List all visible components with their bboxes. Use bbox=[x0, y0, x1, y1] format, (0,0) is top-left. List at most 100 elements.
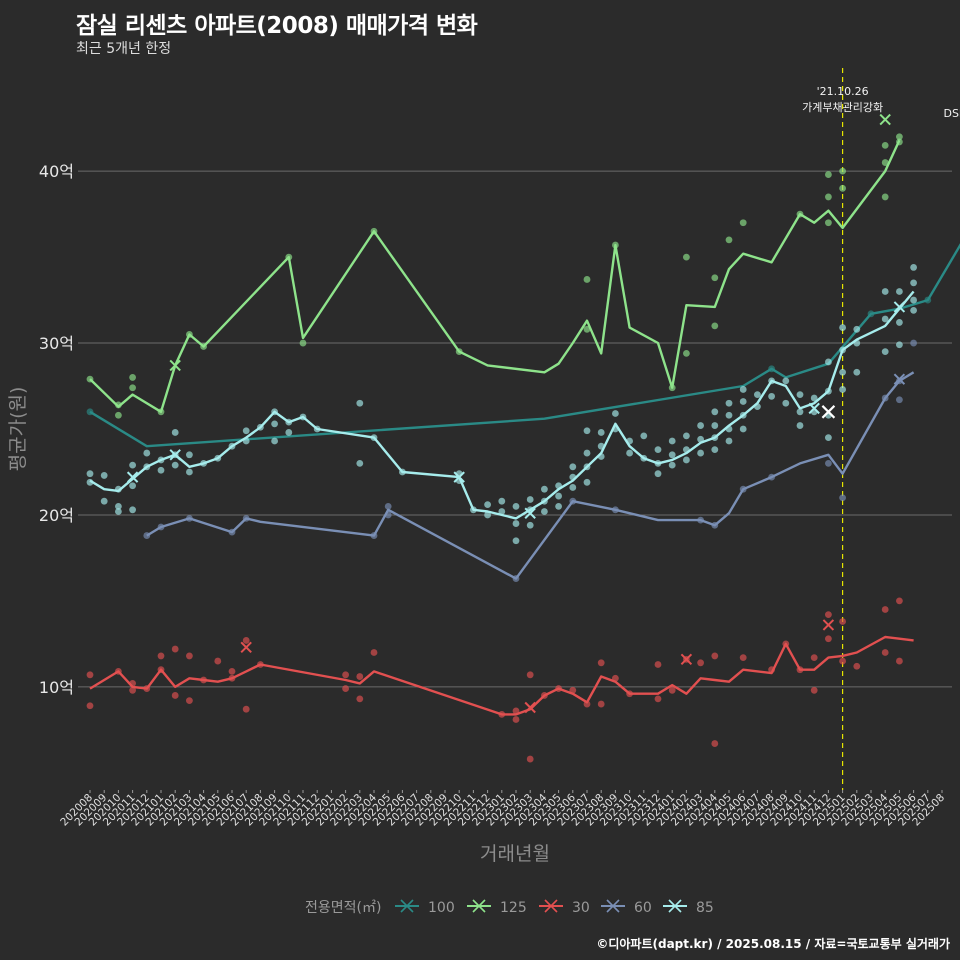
data-point-85 bbox=[881, 315, 889, 323]
data-point-30 bbox=[810, 686, 818, 694]
data-point-125 bbox=[881, 193, 889, 201]
data-point-85 bbox=[271, 420, 278, 428]
event-label: '21.10.26 bbox=[817, 85, 869, 98]
legend-label-30: 30 bbox=[572, 900, 590, 916]
data-point-85 bbox=[512, 537, 520, 545]
data-point-30 bbox=[896, 597, 903, 605]
data-point-60 bbox=[896, 396, 903, 404]
data-point-125 bbox=[825, 193, 832, 201]
cross-mark-30 bbox=[524, 701, 536, 714]
x-axis-title: 거래년월 bbox=[480, 843, 550, 865]
cross-mark-85 bbox=[893, 301, 906, 313]
data-point-85 bbox=[881, 348, 889, 356]
data-point-85 bbox=[555, 492, 562, 500]
data-point-85 bbox=[640, 432, 648, 440]
data-point-85 bbox=[725, 437, 733, 445]
cross-mark-85 bbox=[524, 507, 536, 519]
data-point-85 bbox=[881, 288, 889, 295]
data-point-85 bbox=[654, 470, 662, 478]
data-point-85 bbox=[583, 478, 591, 486]
data-point-30 bbox=[711, 652, 719, 660]
data-point-30 bbox=[825, 611, 832, 619]
data-point-85 bbox=[271, 437, 278, 445]
data-point-85 bbox=[711, 408, 719, 416]
cross-mark-85 bbox=[453, 471, 465, 483]
data-point-30 bbox=[839, 657, 846, 665]
data-point-30 bbox=[825, 635, 832, 643]
data-point-30 bbox=[896, 657, 903, 665]
data-point-85 bbox=[484, 511, 491, 519]
data-point-85 bbox=[839, 386, 846, 393]
data-point-85 bbox=[910, 306, 917, 314]
event-label: DSR 3단계 bbox=[943, 107, 960, 120]
data-point-30 bbox=[597, 700, 605, 708]
data-point-85 bbox=[86, 470, 94, 478]
data-point-60 bbox=[825, 459, 832, 467]
highlight-cross-mark bbox=[821, 405, 836, 419]
data-point-125 bbox=[881, 141, 889, 149]
data-point-85 bbox=[782, 377, 790, 385]
legend-swatch-cross-100 bbox=[400, 899, 414, 913]
data-point-30 bbox=[171, 645, 179, 653]
data-point-85 bbox=[853, 325, 861, 333]
data-point-85 bbox=[285, 429, 293, 436]
data-point-30 bbox=[86, 671, 94, 679]
data-point-85 bbox=[796, 408, 804, 416]
data-point-125 bbox=[825, 171, 832, 178]
data-point-85 bbox=[100, 497, 108, 505]
data-point-85 bbox=[356, 399, 364, 407]
data-point-85 bbox=[810, 394, 818, 402]
data-point-85 bbox=[668, 437, 676, 445]
data-point-30 bbox=[739, 654, 747, 662]
data-point-85 bbox=[711, 422, 719, 429]
data-point-85 bbox=[654, 446, 662, 454]
data-point-30 bbox=[526, 671, 534, 679]
data-point-85 bbox=[186, 451, 193, 459]
data-point-85 bbox=[583, 449, 591, 457]
data-point-85 bbox=[668, 461, 676, 469]
data-point-85 bbox=[555, 502, 562, 510]
data-point-85 bbox=[697, 422, 704, 429]
data-point-125 bbox=[881, 159, 889, 166]
event-label: 가계부채관리강화 bbox=[802, 101, 883, 114]
data-point-85 bbox=[910, 279, 917, 287]
data-point-85 bbox=[612, 410, 619, 417]
data-point-30 bbox=[512, 716, 520, 723]
legend-label-85: 85 bbox=[696, 900, 714, 916]
data-point-30 bbox=[171, 692, 179, 699]
data-point-85 bbox=[115, 508, 122, 515]
data-point-30 bbox=[342, 685, 349, 692]
data-point-125 bbox=[299, 339, 307, 347]
data-point-30 bbox=[711, 740, 719, 747]
data-point-30 bbox=[157, 652, 165, 660]
data-point-85 bbox=[541, 508, 548, 515]
series-line-30 bbox=[89, 635, 914, 716]
data-point-30 bbox=[242, 637, 250, 644]
data-point-85 bbox=[839, 368, 846, 376]
data-point-30 bbox=[370, 649, 378, 656]
data-point-125 bbox=[839, 184, 846, 192]
data-point-85 bbox=[171, 461, 179, 469]
data-point-85 bbox=[910, 296, 917, 304]
legend-label-125: 125 bbox=[500, 900, 527, 916]
data-point-125 bbox=[583, 276, 591, 283]
cross-mark-30 bbox=[240, 641, 252, 654]
data-point-85 bbox=[825, 434, 832, 441]
y-tick-label: 30억 bbox=[39, 334, 74, 353]
data-point-30 bbox=[668, 686, 676, 694]
data-point-85 bbox=[484, 501, 491, 509]
data-point-85 bbox=[796, 422, 804, 429]
series-line-85 bbox=[89, 290, 915, 520]
cross-mark-125 bbox=[879, 113, 891, 126]
data-point-60 bbox=[910, 339, 917, 347]
data-point-85 bbox=[356, 459, 364, 467]
data-point-125 bbox=[683, 253, 690, 261]
data-point-30 bbox=[186, 652, 193, 660]
data-point-85 bbox=[896, 341, 903, 349]
data-point-30 bbox=[881, 606, 889, 613]
data-point-85 bbox=[768, 392, 775, 400]
series-line-100 bbox=[89, 243, 960, 448]
data-point-85 bbox=[100, 472, 108, 479]
data-point-85 bbox=[668, 451, 676, 459]
